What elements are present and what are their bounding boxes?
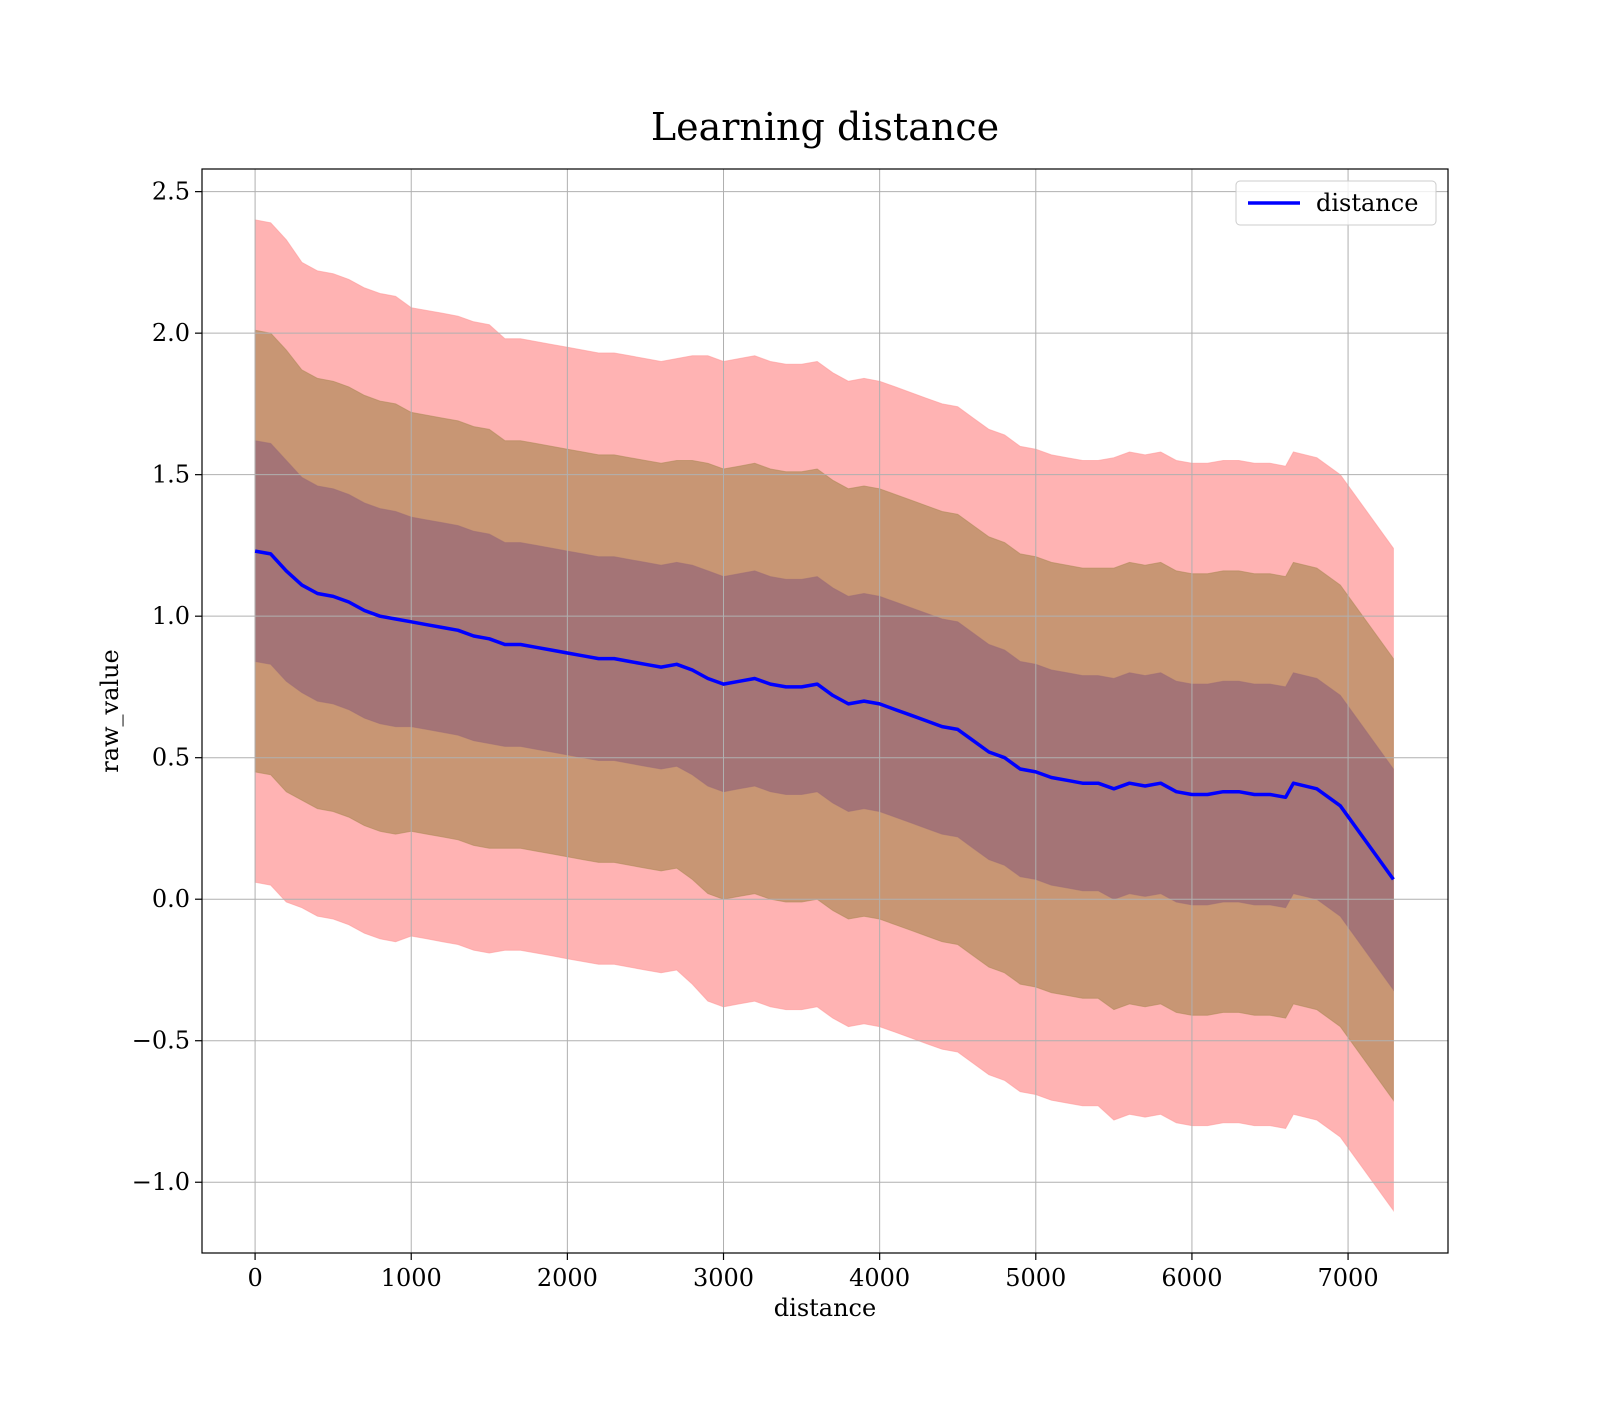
legend-box — [1235, 180, 1437, 226]
y-tick-label: 0.0 — [152, 885, 190, 913]
x-axis-ticks: 0 1000 2000 3000 4000 5000 6000 7000 — [247, 1253, 1379, 1292]
plot-frame — [201, 168, 1449, 1254]
series-line-distance — [254, 549, 1395, 881]
x-tick-label: 2000 — [537, 1264, 598, 1292]
y-tick-label: −0.5 — [132, 1027, 190, 1055]
y-tick-label: 0.5 — [152, 744, 190, 772]
grid-lines — [202, 169, 1448, 1253]
x-tick-label: 4000 — [849, 1264, 910, 1292]
y-axis-ticks: −1.0 −0.5 0.0 0.5 1.0 1.5 2.0 2.5 — [132, 178, 202, 1196]
y-tick-label: −1.0 — [132, 1168, 190, 1196]
chart-title: Learning distance — [651, 105, 999, 149]
x-tick-label: 0 — [247, 1264, 262, 1292]
y-tick-label: 1.0 — [152, 602, 190, 630]
legend-label-distance: distance — [1316, 189, 1418, 217]
band-1-std — [254, 440, 1394, 992]
y-tick-label: 1.5 — [152, 461, 190, 489]
legend: distance — [1235, 180, 1437, 226]
series-lines — [254, 549, 1395, 881]
y-tick-label: 2.0 — [152, 319, 190, 347]
x-tick-label: 3000 — [693, 1264, 754, 1292]
x-tick-label: 5000 — [1005, 1264, 1066, 1292]
x-tick-label: 1000 — [381, 1264, 442, 1292]
std-bands — [254, 219, 1394, 1213]
x-tick-label: 6000 — [1161, 1264, 1222, 1292]
y-tick-label: 2.5 — [152, 178, 190, 206]
x-tick-label: 7000 — [1318, 1264, 1379, 1292]
x-axis-label: distance — [774, 1294, 876, 1322]
y-axis-label: raw_value — [96, 649, 124, 773]
